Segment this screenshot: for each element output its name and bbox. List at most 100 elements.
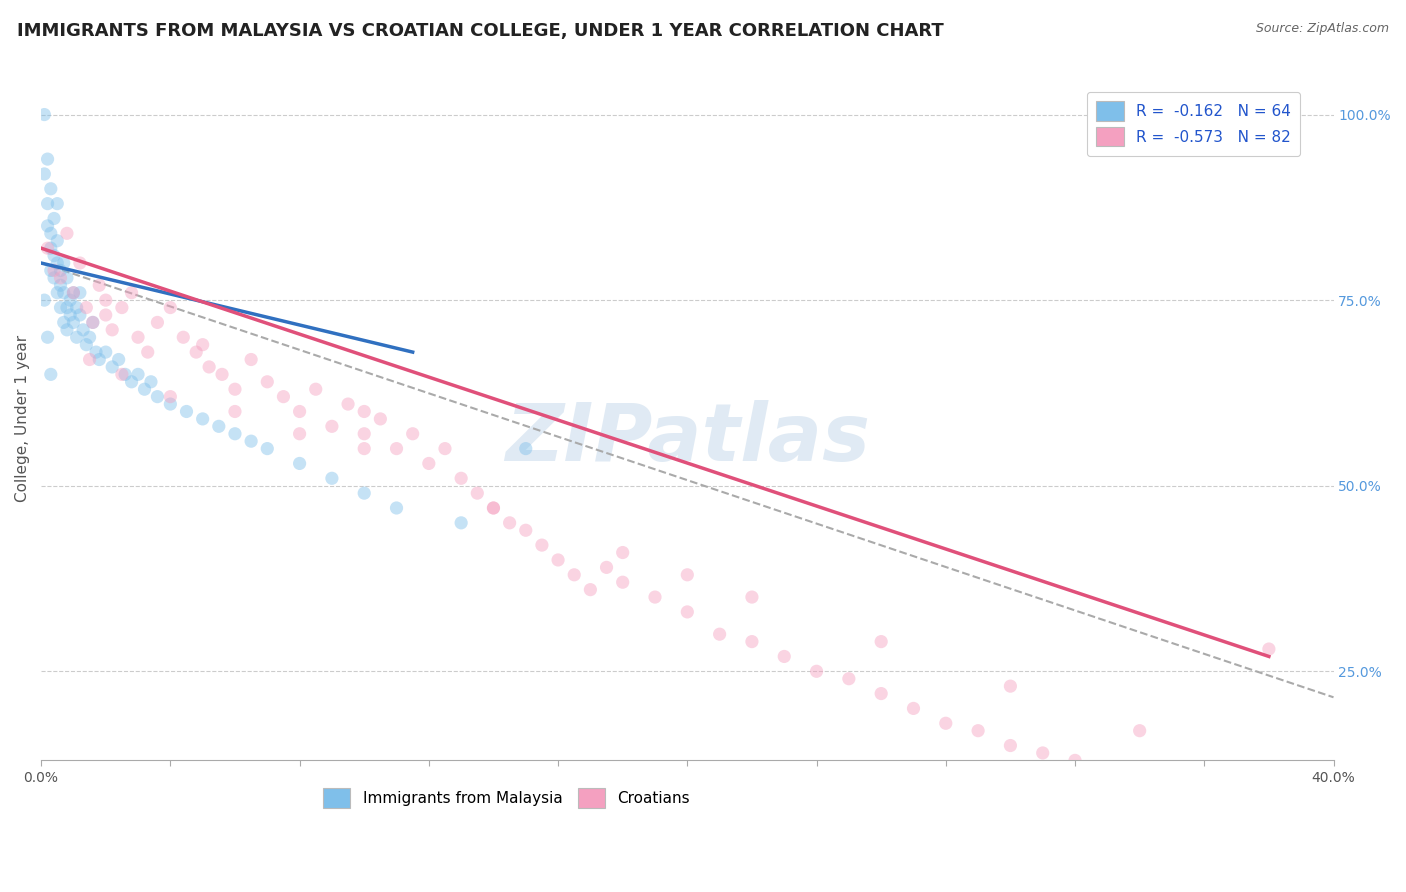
Croatians — [49, 271, 72, 285]
Croatians — [337, 397, 360, 411]
Immigrants from Malaysia — [52, 285, 75, 300]
Immigrants from Malaysia — [224, 426, 246, 441]
Immigrants from Malaysia — [159, 397, 181, 411]
Croatians — [903, 701, 925, 715]
Immigrants from Malaysia — [139, 375, 162, 389]
Immigrants from Malaysia — [79, 330, 101, 344]
Immigrants from Malaysia — [121, 375, 143, 389]
Immigrants from Malaysia — [56, 301, 79, 315]
Croatians — [1129, 768, 1152, 782]
Immigrants from Malaysia — [56, 323, 79, 337]
Immigrants from Malaysia — [37, 330, 59, 344]
Immigrants from Malaysia — [39, 263, 62, 277]
Legend: Immigrants from Malaysia, Croatians: Immigrants from Malaysia, Croatians — [316, 782, 696, 814]
Immigrants from Malaysia — [39, 227, 62, 241]
Text: ZIPatlas: ZIPatlas — [505, 401, 870, 478]
Immigrants from Malaysia — [46, 285, 69, 300]
Immigrants from Malaysia — [69, 308, 91, 322]
Immigrants from Malaysia — [49, 263, 72, 277]
Croatians — [1000, 739, 1022, 753]
Croatians — [482, 500, 505, 515]
Immigrants from Malaysia — [191, 412, 214, 426]
Croatians — [515, 523, 537, 537]
Croatians — [240, 352, 263, 367]
Y-axis label: College, Under 1 year: College, Under 1 year — [15, 335, 30, 502]
Immigrants from Malaysia — [208, 419, 231, 434]
Croatians — [1064, 753, 1087, 767]
Immigrants from Malaysia — [37, 219, 59, 233]
Immigrants from Malaysia — [46, 234, 69, 248]
Croatians — [191, 337, 214, 351]
Croatians — [741, 634, 763, 648]
Immigrants from Malaysia — [56, 271, 79, 285]
Croatians — [1226, 790, 1249, 805]
Croatians — [1129, 723, 1152, 738]
Immigrants from Malaysia — [84, 345, 107, 359]
Immigrants from Malaysia — [72, 323, 94, 337]
Croatians — [676, 605, 699, 619]
Immigrants from Malaysia — [176, 404, 198, 418]
Croatians — [773, 649, 796, 664]
Croatians — [741, 590, 763, 604]
Croatians — [186, 345, 208, 359]
Croatians — [612, 545, 634, 559]
Immigrants from Malaysia — [37, 152, 59, 166]
Immigrants from Malaysia — [353, 486, 375, 500]
Immigrants from Malaysia — [82, 315, 104, 329]
Immigrants from Malaysia — [39, 241, 62, 255]
Immigrants from Malaysia — [42, 271, 65, 285]
Immigrants from Malaysia — [62, 315, 84, 329]
Croatians — [172, 330, 194, 344]
Text: Source: ZipAtlas.com: Source: ZipAtlas.com — [1256, 22, 1389, 36]
Croatians — [579, 582, 602, 597]
Immigrants from Malaysia — [37, 196, 59, 211]
Croatians — [353, 404, 375, 418]
Text: IMMIGRANTS FROM MALAYSIA VS CROATIAN COLLEGE, UNDER 1 YEAR CORRELATION CHART: IMMIGRANTS FROM MALAYSIA VS CROATIAN COL… — [17, 22, 943, 40]
Croatians — [498, 516, 520, 530]
Croatians — [370, 412, 392, 426]
Immigrants from Malaysia — [385, 500, 408, 515]
Croatians — [353, 442, 375, 456]
Croatians — [418, 457, 440, 471]
Immigrants from Malaysia — [101, 359, 124, 374]
Croatians — [1032, 746, 1054, 760]
Croatians — [433, 442, 456, 456]
Immigrants from Malaysia — [39, 368, 62, 382]
Croatians — [402, 426, 425, 441]
Croatians — [82, 315, 104, 329]
Croatians — [1000, 679, 1022, 693]
Immigrants from Malaysia — [240, 434, 263, 449]
Croatians — [111, 301, 134, 315]
Immigrants from Malaysia — [34, 167, 56, 181]
Croatians — [595, 560, 617, 574]
Croatians — [353, 426, 375, 441]
Croatians — [127, 330, 149, 344]
Croatians — [709, 627, 731, 641]
Croatians — [935, 716, 957, 731]
Croatians — [806, 665, 828, 679]
Croatians — [612, 575, 634, 590]
Immigrants from Malaysia — [89, 352, 111, 367]
Immigrants from Malaysia — [66, 301, 89, 315]
Immigrants from Malaysia — [146, 390, 169, 404]
Immigrants from Malaysia — [46, 196, 69, 211]
Croatians — [89, 278, 111, 293]
Immigrants from Malaysia — [75, 337, 97, 351]
Immigrants from Malaysia — [42, 249, 65, 263]
Croatians — [676, 567, 699, 582]
Immigrants from Malaysia — [59, 293, 82, 307]
Croatians — [256, 375, 278, 389]
Croatians — [288, 404, 311, 418]
Immigrants from Malaysia — [450, 516, 472, 530]
Croatians — [1097, 761, 1119, 775]
Croatians — [111, 368, 134, 382]
Croatians — [101, 323, 124, 337]
Croatians — [94, 293, 117, 307]
Immigrants from Malaysia — [114, 368, 136, 382]
Immigrants from Malaysia — [94, 345, 117, 359]
Croatians — [1257, 642, 1279, 657]
Croatians — [56, 227, 79, 241]
Immigrants from Malaysia — [256, 442, 278, 456]
Croatians — [136, 345, 159, 359]
Immigrants from Malaysia — [46, 256, 69, 270]
